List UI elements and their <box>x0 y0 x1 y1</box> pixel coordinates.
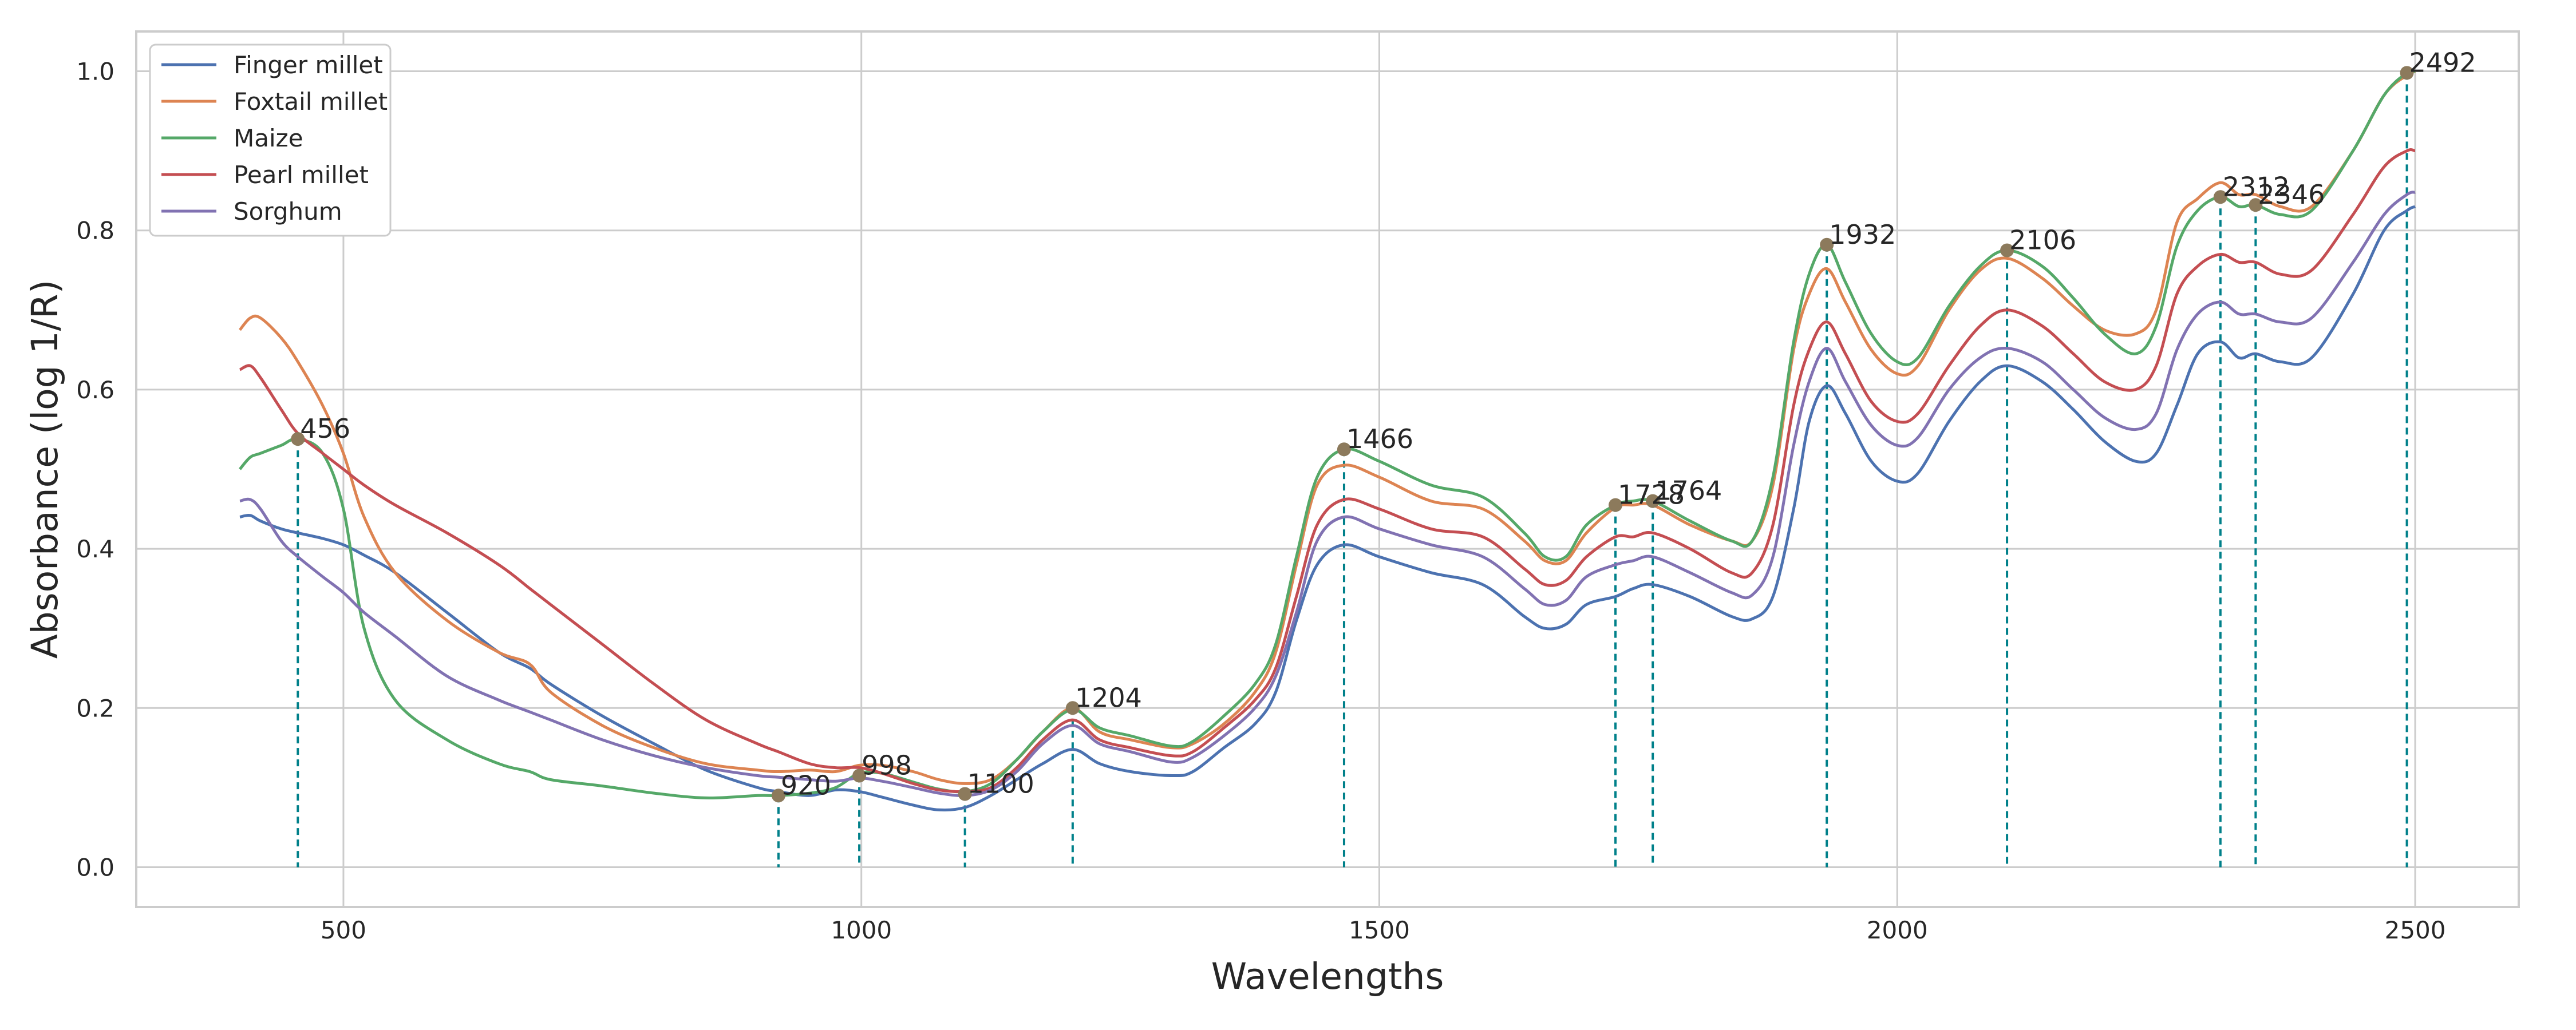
legend-label: Pearl millet <box>234 161 369 189</box>
y-tick-label: 0.2 <box>76 694 114 722</box>
peak-label: 2106 <box>2009 225 2076 256</box>
peak-marker <box>2400 66 2414 80</box>
legend-label: Foxtail millet <box>234 88 388 116</box>
x-axis-ticks: 500 1000 1500 2000 2500 <box>321 916 2446 944</box>
legend: Finger millet Foxtail millet Maize Pearl mi… <box>149 43 392 237</box>
legend-label: Sorghum <box>234 197 342 225</box>
x-tick-label: 2500 <box>2385 916 2446 944</box>
peak-label: 920 <box>781 770 831 801</box>
peak-label: 2346 <box>2258 179 2325 210</box>
x-tick-label: 1000 <box>831 916 892 944</box>
peak-label: 1204 <box>1075 682 1142 713</box>
peak-marker <box>1609 498 1623 512</box>
peak-marker <box>1820 237 1834 252</box>
x-tick-label: 1500 <box>1349 916 1410 944</box>
legend-label: Maize <box>234 124 303 152</box>
peak-label: 1932 <box>1829 219 1896 250</box>
y-tick-label: 0.6 <box>76 376 114 404</box>
series-line-finger-millet <box>239 205 2416 812</box>
peak-marker <box>2000 243 2014 258</box>
peak-marker <box>852 768 867 783</box>
plot-area-frame <box>135 30 2520 908</box>
peak-label: 1728 <box>1618 480 1685 510</box>
peak-label: 1100 <box>967 768 1034 799</box>
peak-label: 1764 <box>1655 476 1722 506</box>
series-line-sorghum <box>239 191 2416 797</box>
peak-marker <box>1646 494 1660 508</box>
peak-label: 998 <box>862 750 912 781</box>
series-line-pearl-millet <box>239 148 2416 793</box>
peak-marker <box>1337 442 1351 457</box>
peak-marker <box>2249 198 2263 212</box>
x-axis-title: Wavelengths <box>1211 956 1444 997</box>
peak-marker <box>291 432 305 446</box>
peak-label: 1466 <box>1346 423 1413 454</box>
peak-marker <box>1065 701 1080 715</box>
y-tick-label: 0.4 <box>76 535 114 563</box>
peak-label: 2492 <box>2409 47 2476 78</box>
peak-markers <box>291 66 2414 803</box>
x-tick-label: 500 <box>321 916 366 944</box>
y-tick-label: 0.8 <box>76 217 114 245</box>
peak-marker <box>958 787 972 801</box>
peak-marker <box>771 789 785 803</box>
y-axis-ticks: 0.0 0.2 0.4 0.6 0.8 1.0 <box>76 58 114 882</box>
x-tick-label: 2000 <box>1867 916 1928 944</box>
peak-label: 456 <box>300 413 350 444</box>
legend-label: Finger millet <box>234 51 383 79</box>
series-line-maize <box>239 69 2416 799</box>
y-tick-label: 0.0 <box>76 853 114 881</box>
legend-frame <box>149 43 392 237</box>
series-lines <box>239 69 2416 812</box>
peak-label: 2312 <box>2223 171 2290 202</box>
y-tick-label: 1.0 <box>76 58 114 86</box>
y-axis-title: Absorbance (log 1/R) <box>24 280 66 659</box>
peak-marker <box>2213 190 2227 204</box>
